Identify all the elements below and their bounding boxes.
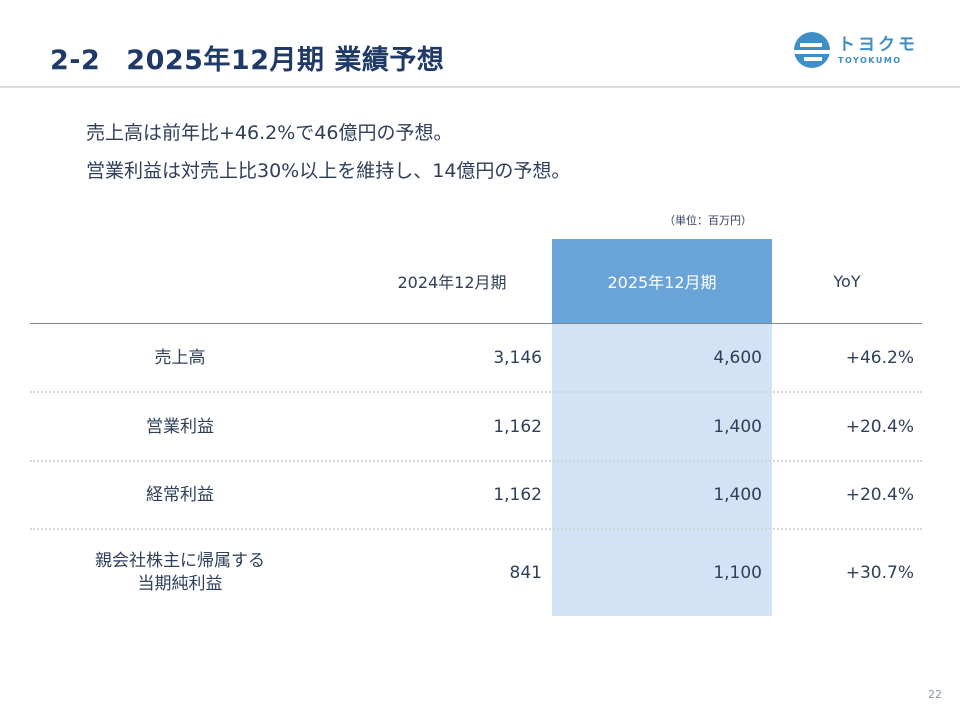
- row-prev-value: 1,162: [493, 417, 542, 437]
- lead-line: 営業利益は対売上比30%以上を維持し、14億円の予想。: [86, 160, 571, 182]
- lead-line: 売上高は前年比+46.2%で46億円の予想。: [86, 122, 453, 144]
- header-divider: [30, 323, 922, 324]
- table-row: 親会社株主に帰属する 当期純利益 841 1,100 +30.7%: [30, 530, 922, 616]
- header-yoy: YoY: [833, 271, 861, 291]
- header-prev-year: 2024年12月期: [397, 273, 507, 292]
- cloud-logo-icon: [794, 32, 830, 68]
- page-number: 22: [928, 688, 942, 701]
- table-row: 営業利益 1,162 1,400 +20.4%: [30, 393, 922, 461]
- row-yoy-value: +20.4%: [845, 417, 914, 437]
- row-label: 営業利益: [146, 416, 214, 437]
- row-current-value: 1,400: [713, 417, 762, 437]
- row-label: 売上高: [154, 347, 206, 368]
- company-logo: トヨクモ TOYOKUMO: [794, 22, 922, 78]
- row-label: 経常利益: [146, 484, 214, 505]
- row-label: 親会社株主に帰属する 当期純利益: [95, 551, 265, 594]
- table-row: 売上高 3,146 4,600 +46.2%: [30, 324, 922, 392]
- logo-text-en: TOYOKUMO: [838, 56, 902, 65]
- row-prev-value: 841: [509, 563, 542, 583]
- row-yoy-value: +30.7%: [845, 563, 914, 583]
- row-current-value: 4,600: [713, 348, 762, 368]
- page-title: 2-2 2025年12月期 業績予想: [50, 38, 444, 77]
- row-divider: [30, 460, 922, 462]
- unit-note: （単位：百万円）: [664, 214, 752, 227]
- row-divider: [30, 391, 922, 393]
- row-yoy-value: +20.4%: [845, 485, 914, 505]
- row-current-value: 1,400: [713, 485, 762, 505]
- section-title: 2025年12月期 業績予想: [126, 45, 445, 76]
- row-current-value: 1,100: [713, 563, 762, 583]
- table-row: 経常利益 1,162 1,400 +20.4%: [30, 461, 922, 529]
- row-yoy-value: +46.2%: [845, 348, 914, 368]
- row-divider: [30, 528, 922, 530]
- title-divider: [0, 86, 960, 88]
- section-number: 2-2: [50, 45, 101, 76]
- row-prev-value: 1,162: [493, 485, 542, 505]
- highlight-column-header: [552, 239, 772, 323]
- lead-text: 売上高は前年比+46.2%で46億円の予想。 営業利益は対売上比30%以上を維持…: [86, 114, 570, 190]
- row-prev-value: 3,146: [493, 348, 542, 368]
- logo-text-jp: トヨクモ: [838, 35, 918, 55]
- header-current-year: 2025年12月期: [607, 273, 717, 292]
